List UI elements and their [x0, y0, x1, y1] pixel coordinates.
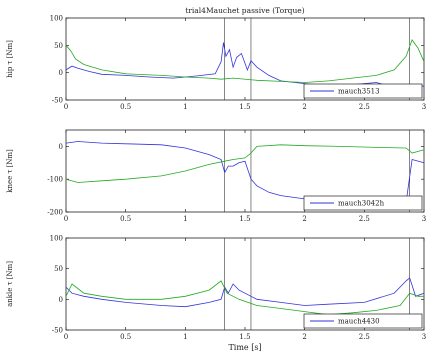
y-tick-label: -100	[47, 176, 63, 184]
y-tick-label: 50	[54, 42, 63, 50]
y-axis-label: hip τ [Nm]	[6, 40, 14, 78]
x-tick-label: 3	[422, 215, 426, 223]
x-tick-label: 1.5	[239, 333, 250, 341]
x-tick-label: 1	[183, 215, 187, 223]
x-tick-label: 1.5	[239, 103, 250, 111]
series-line-1	[65, 277, 425, 308]
y-tick-label: 0	[59, 69, 63, 77]
x-tick-label: 1.5	[239, 215, 250, 223]
legend-box	[303, 313, 423, 329]
y-axis-label: ankle τ [Nm]	[6, 261, 14, 307]
x-tick-label: 3	[422, 103, 426, 111]
x-tick-label: 0	[64, 215, 68, 223]
x-axis-label: Time [s]	[228, 343, 261, 352]
y-tick-label: 100	[50, 235, 63, 243]
x-tick-label: 2	[302, 333, 306, 341]
legend-box	[303, 83, 423, 99]
x-tick-label: 1	[183, 103, 187, 111]
x-tick-label: 0	[64, 333, 68, 341]
legend-label: mauch3042h	[338, 200, 385, 208]
x-tick-label: 1	[183, 333, 187, 341]
y-tick-label: -200	[47, 209, 63, 217]
y-axis-label: knee τ [Nm]	[6, 149, 14, 193]
x-tick-label: 0.5	[120, 215, 131, 223]
x-tick-label: 2	[302, 103, 306, 111]
legend-label: mauch3513	[338, 88, 380, 96]
y-tick-label: 0	[59, 296, 63, 304]
x-tick-label: 0.5	[120, 333, 131, 341]
series-line-2	[65, 280, 424, 316]
legend-label: mauch4430	[338, 318, 380, 326]
y-tick-label: 0	[59, 143, 63, 151]
legend: mauch3513	[303, 83, 423, 99]
x-tick-label: 0	[64, 103, 68, 111]
legend: mauch3042h	[303, 195, 423, 211]
y-tick-label: 50	[54, 265, 63, 273]
series-line-2	[65, 39, 425, 83]
series-line-2	[65, 144, 425, 183]
x-tick-label: 0.5	[120, 103, 131, 111]
legend-box	[303, 195, 423, 211]
x-tick-label: 2.5	[359, 215, 370, 223]
x-tick-label: 2	[302, 215, 306, 223]
y-tick-label: 100	[50, 15, 63, 23]
y-tick-label: -50	[52, 97, 63, 105]
subplot-2: 0 0.5 1 1.5 2 2.5 3 0 -100 -200 mauch3042h knee τ […	[6, 129, 426, 223]
chart-title: trial4Mauchet passive (Torque)	[185, 6, 304, 15]
x-tick-label: 2.5	[359, 103, 370, 111]
x-tick-label: 2.5	[359, 333, 370, 341]
x-tick-label: 3	[422, 333, 426, 341]
y-tick-label: -50	[52, 327, 63, 335]
legend: mauch4430	[303, 313, 423, 329]
